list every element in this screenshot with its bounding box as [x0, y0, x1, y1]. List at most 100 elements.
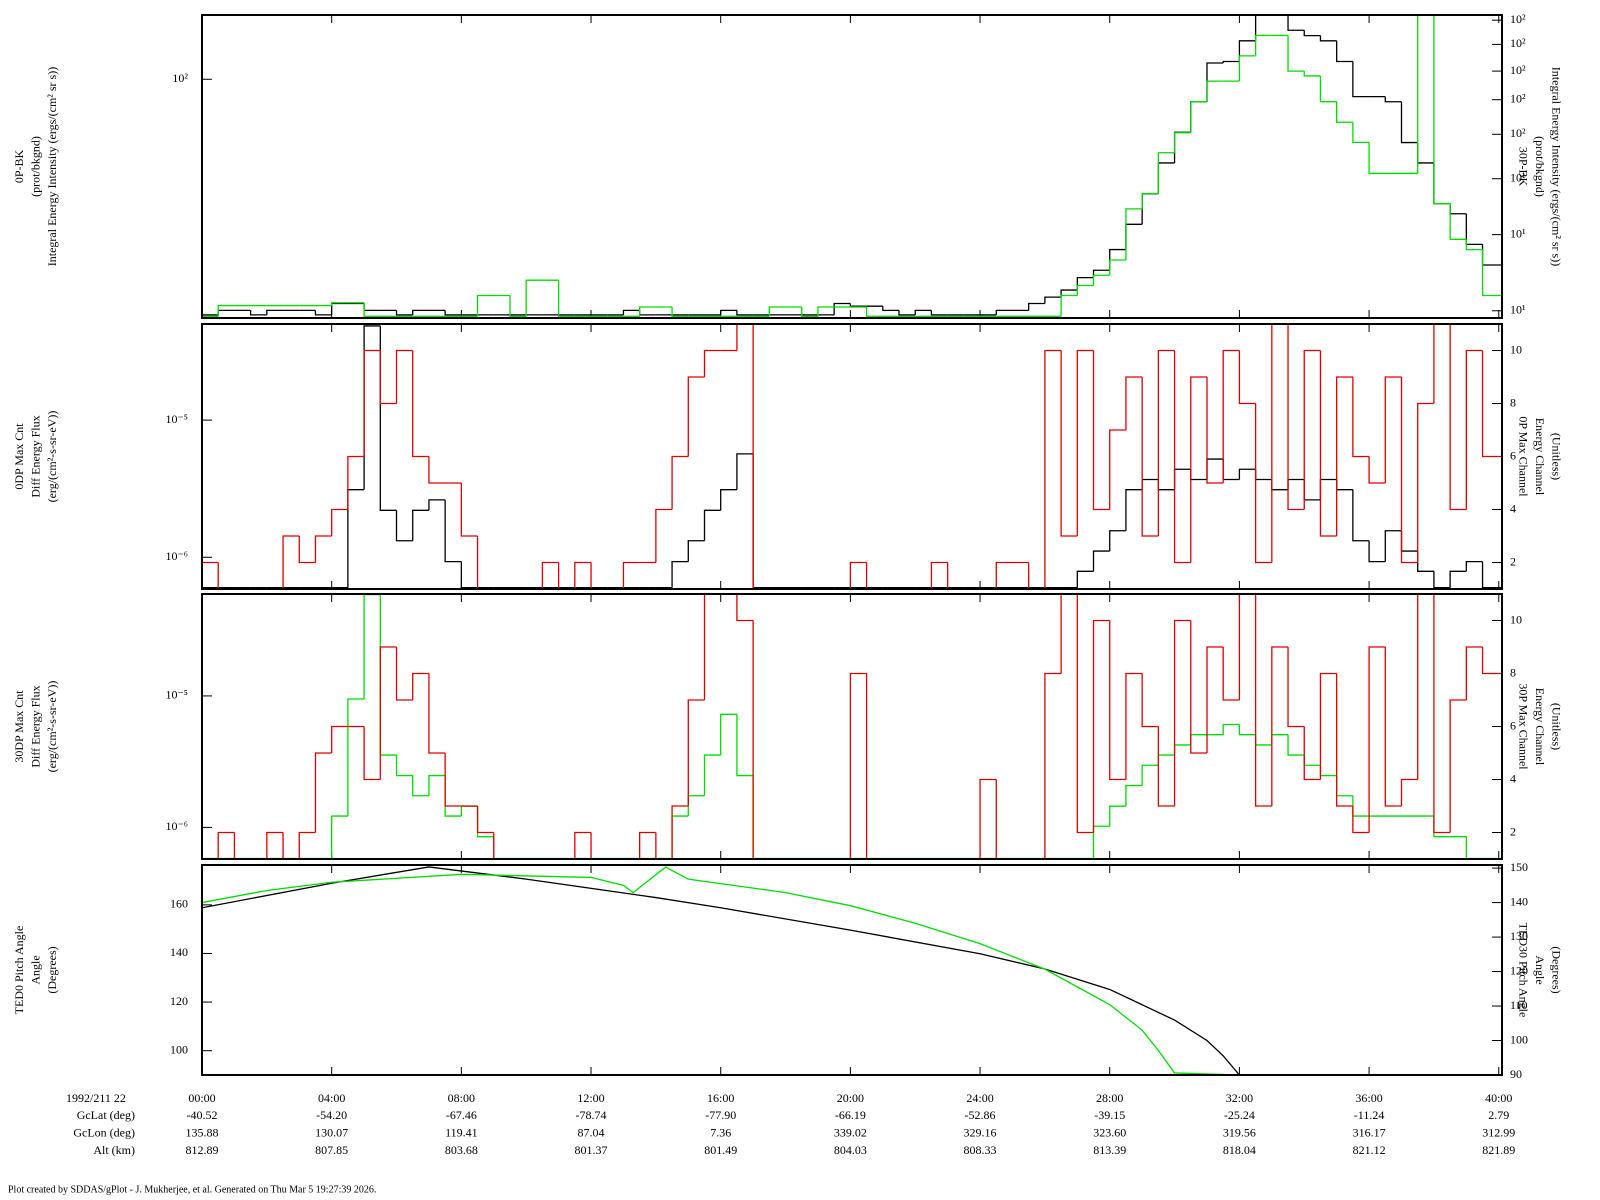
- step-segment: [314, 752, 332, 833]
- step-segment: [817, 306, 835, 317]
- step-segment: [1303, 30, 1321, 37]
- step-segment: [1271, 479, 1289, 491]
- y-axis-label: 0DP Max Cnt: [12, 423, 26, 490]
- step-segment: [395, 755, 413, 777]
- step-segment: [1157, 754, 1175, 766]
- step-segment: [1352, 122, 1370, 143]
- x-tick-label: 24:00: [966, 1091, 993, 1105]
- step-segment: [266, 831, 284, 859]
- step-segment: [703, 509, 721, 541]
- step-segment: [1384, 376, 1402, 483]
- y-tick-label: 120: [170, 994, 188, 1008]
- step-segment: [979, 778, 997, 859]
- step-segment: [1271, 734, 1289, 745]
- step-segment: [379, 646, 397, 780]
- step-segment: [476, 806, 494, 834]
- y2-tick-label: 120: [1510, 963, 1528, 977]
- step-segment: [1481, 249, 1502, 297]
- step-segment: [801, 307, 818, 317]
- ephemeris-value: -39.15: [1094, 1108, 1125, 1122]
- plot-area: [202, 866, 1499, 1075]
- step-segment: [752, 324, 770, 589]
- step-segment: [1336, 40, 1353, 63]
- step-segment: [703, 594, 721, 700]
- step-segment: [428, 499, 446, 511]
- step-segment: [314, 535, 332, 563]
- x-tick-label: 36:00: [1355, 1091, 1382, 1105]
- step-segment: [1157, 162, 1175, 194]
- step-segment: [444, 310, 462, 316]
- step-segment: [1384, 647, 1402, 807]
- step-segment: [1141, 478, 1159, 490]
- step-segment: [671, 455, 689, 510]
- y2-tick-label: 6: [1510, 448, 1516, 462]
- step-segment: [1125, 784, 1143, 807]
- step-segment: [395, 510, 413, 542]
- y2-axis-label: TED30 Pitch Angle: [1516, 923, 1530, 1018]
- panel-frame: [201, 323, 1503, 590]
- step-segment: [428, 673, 446, 754]
- step-segment: [768, 306, 786, 317]
- step-segment: [1352, 377, 1370, 458]
- step-segment: [1481, 561, 1502, 589]
- step-segment: [1287, 35, 1305, 72]
- ephemeris-value: -67.46: [446, 1108, 477, 1122]
- plot-area: [202, 324, 1502, 589]
- step-segment: [444, 775, 462, 817]
- line: [202, 866, 1499, 1075]
- step-segment: [428, 774, 446, 796]
- step-segment: [1481, 350, 1502, 458]
- ephemeris-value: 130.07: [315, 1125, 348, 1139]
- step-segment: [671, 805, 689, 859]
- step-segment: [752, 620, 770, 859]
- step-segment: [703, 754, 721, 796]
- step-segment: [1400, 377, 1418, 564]
- y-axis-label: (prot/bkgnd): [28, 136, 42, 197]
- step-segment: [347, 489, 365, 588]
- step-segment: [363, 594, 381, 700]
- step-segment: [557, 562, 575, 589]
- step-segment: [1352, 61, 1370, 98]
- step-segment: [639, 306, 656, 317]
- y2-tick-label: 100: [1510, 1032, 1528, 1046]
- step-segment: [1303, 755, 1321, 766]
- step-segment: [1465, 239, 1483, 251]
- step-segment: [1336, 775, 1353, 797]
- step-segment: [347, 455, 365, 510]
- step-segment: [1352, 489, 1370, 542]
- step-segment: [1222, 723, 1240, 735]
- step-segment: [331, 725, 348, 753]
- step-segment: [574, 561, 592, 589]
- y2-axis-label: (Unitless): [1549, 703, 1563, 750]
- y-axis-label: 30DP Max Cnt: [12, 690, 26, 763]
- step-segment: [1109, 429, 1126, 510]
- step-segment: [671, 815, 689, 859]
- step-segment: [1141, 377, 1159, 537]
- ephemeris-value: 319.56: [1223, 1125, 1256, 1139]
- step-segment: [1238, 40, 1256, 62]
- step-segment: [1417, 594, 1434, 780]
- step-segment: [736, 594, 754, 622]
- y-tick-label: 10²: [172, 71, 188, 85]
- y2-tick-label: 10¹: [1510, 303, 1526, 317]
- step-segment: [1319, 75, 1337, 103]
- step-segment: [1109, 805, 1126, 827]
- step-segment: [1109, 530, 1126, 552]
- x-tick-label: 20:00: [837, 1091, 864, 1105]
- step-segment: [1303, 479, 1321, 501]
- step-segment: [379, 350, 397, 405]
- step-segment: [1141, 192, 1159, 209]
- y-tick-label: 140: [170, 945, 188, 959]
- step-segment: [1449, 324, 1467, 511]
- step-segment: [1238, 350, 1256, 405]
- step-segment: [476, 536, 494, 589]
- step-segment: [1076, 349, 1094, 536]
- y2-tick-label: 140: [1510, 894, 1528, 908]
- step-segment: [1254, 15, 1272, 41]
- step-segment: [687, 376, 705, 457]
- step-segment: [1173, 350, 1191, 564]
- step-segment: [1076, 570, 1094, 588]
- step-segment: [736, 310, 754, 316]
- ephemeris-value: 818.04: [1223, 1143, 1256, 1157]
- step-segment: [1417, 551, 1434, 572]
